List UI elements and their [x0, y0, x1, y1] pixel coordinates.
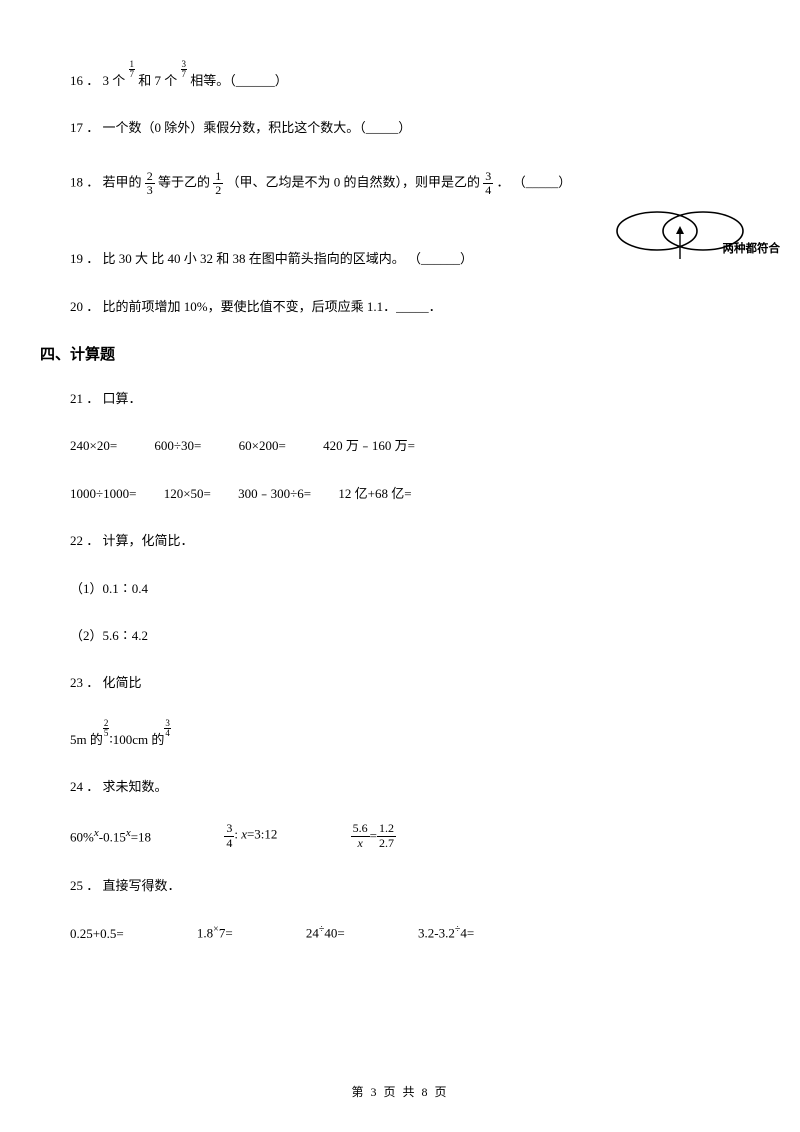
eq-b: 3 4 : x=3:12: [224, 822, 277, 849]
fraction-3-4: 3 4: [483, 170, 493, 197]
q18-mid1: 等于乙的: [158, 174, 210, 189]
q19-text: 19 ． 比 30 大 比 40 小 32 和 38 在图中箭头指向的区域内。 …: [70, 251, 473, 266]
fraction-1-7: 1 7: [129, 60, 136, 79]
question-22: 22 ． 计算，化简比．: [70, 529, 730, 552]
calc-item: 0.25+0.5=: [70, 922, 124, 945]
fraction-5-6-x: 5.6 x: [351, 822, 370, 849]
question-18: 18 ． 若甲的 2 3 等于乙的 1 2 （甲、乙均是不为 0 的自然数），则…: [70, 170, 730, 197]
calc-item: 120×50=: [164, 482, 211, 505]
q18-mid2: （甲、乙均是不为 0 的自然数），则甲是乙的: [227, 174, 481, 189]
section-4-title: 四、计算题: [40, 342, 730, 369]
q23-text: 23 ． 化简比: [70, 675, 142, 690]
question-23: 23 ． 化简比: [70, 671, 730, 694]
question-16: 16 ． 3 个 1 7 和 7 个 3 7 相等。（______）: [70, 60, 730, 92]
q25-text: 25 ． 直接写得数．: [70, 878, 181, 893]
q23-prefix: 5m 的: [70, 732, 103, 747]
question-17: 17 ． 一个数（0 除外）乘假分数，积比这个数大。（_____）: [70, 116, 730, 139]
calc-item: 12 亿+68 亿=: [338, 482, 411, 505]
question-24: 24 ． 求未知数。: [70, 775, 730, 798]
q21-text: 21 ． 口算．: [70, 391, 142, 406]
q22-text: 22 ． 计算，化简比．: [70, 533, 194, 548]
calc-item: 1.8×7=: [197, 921, 233, 945]
q18-prefix: 18 ． 若甲的: [70, 174, 142, 189]
fraction-2-3: 2 3: [145, 170, 155, 197]
q18-suffix: ． （_____）: [497, 174, 572, 189]
fraction-1-2: 1 2: [213, 170, 223, 197]
q16-mid: 和 7 个: [138, 73, 177, 88]
q23-expr: 5m 的 2 5 ∶100cm 的 3 4: [70, 719, 730, 751]
q24-equations: 60%x-0.15x=18 3 4 : x=3:12 5.6 x = 1.2 2…: [70, 822, 730, 849]
q16-prefix: 16 ． 3 个: [70, 73, 125, 88]
q21-row2: 1000÷1000= 120×50= 300﹣300÷6= 12 亿+68 亿=: [70, 482, 730, 505]
calc-item: 24÷40=: [306, 921, 345, 945]
venn-diagram: 两种都符合: [590, 209, 770, 272]
calc-item: 600÷30=: [154, 434, 201, 457]
calc-item: 60×200=: [239, 434, 286, 457]
calc-item: 420 万﹣160 万=: [323, 434, 415, 457]
fraction-1-2-2-7: 1.2 2.7: [377, 822, 396, 849]
q21-row1: 240×20= 600÷30= 60×200= 420 万﹣160 万=: [70, 434, 730, 457]
q24-text: 24 ． 求未知数。: [70, 779, 168, 794]
calc-item: 240×20=: [70, 434, 117, 457]
calc-item: 300﹣300÷6=: [238, 482, 311, 505]
q22-sub2: （2）5.6∶4.2: [70, 624, 730, 647]
question-20: 20 ． 比的前项增加 10%，要使比值不变，后项应乘 1.1．_____．: [70, 295, 730, 318]
q23-mid: ∶100cm 的: [109, 732, 164, 747]
q16-suffix: 相等。（______）: [190, 73, 288, 88]
fraction-3-4b: 3 4: [164, 719, 171, 738]
page-footer: 第 3 页 共 8 页: [0, 1082, 800, 1104]
eq-a: 60%x-0.15x=18: [70, 824, 151, 849]
q20-text: 20 ． 比的前项增加 10%，要使比值不变，后项应乘 1.1．_____．: [70, 299, 442, 314]
eq-c: 5.6 x = 1.2 2.7: [351, 822, 396, 849]
venn-label: 两种都符合: [723, 239, 781, 260]
question-21: 21 ． 口算．: [70, 387, 730, 410]
question-19: 19 ． 比 30 大 比 40 小 32 和 38 在图中箭头指向的区域内。 …: [70, 247, 730, 270]
fraction-3-4c: 3 4: [224, 822, 234, 849]
question-25: 25 ． 直接写得数．: [70, 874, 730, 897]
calc-item: 1000÷1000=: [70, 482, 136, 505]
calc-item: 3.2-3.2÷4=: [418, 921, 474, 945]
q22-sub1: （1）0.1∶0.4: [70, 577, 730, 600]
q25-row: 0.25+0.5= 1.8×7= 24÷40= 3.2-3.2÷4=: [70, 921, 730, 945]
q17-text: 17 ． 一个数（0 除外）乘假分数，积比这个数大。（_____）: [70, 120, 411, 135]
fraction-3-7: 3 7: [181, 60, 188, 79]
